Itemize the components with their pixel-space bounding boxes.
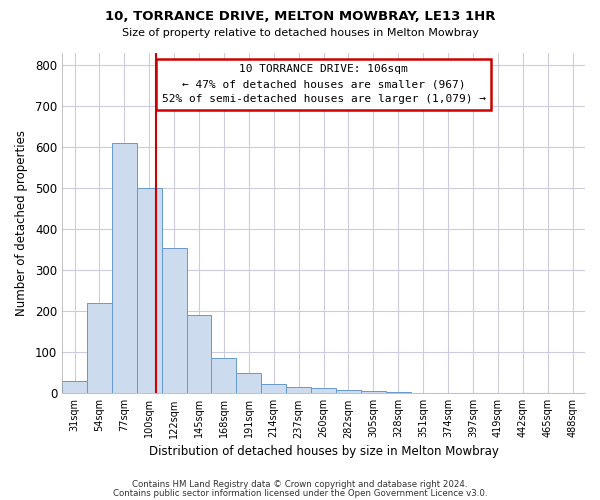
Text: 10, TORRANCE DRIVE, MELTON MOWBRAY, LE13 1HR: 10, TORRANCE DRIVE, MELTON MOWBRAY, LE13… (105, 10, 495, 23)
Bar (236, 373, 261, 394)
Bar (137, 188, 161, 394)
Bar (112, 143, 137, 394)
Bar (311, 388, 336, 394)
Bar (386, 392, 410, 394)
Text: Contains public sector information licensed under the Open Government Licence v3: Contains public sector information licen… (113, 488, 487, 498)
Bar (161, 248, 187, 394)
Bar (211, 358, 236, 394)
Bar (286, 387, 311, 394)
Bar (62, 381, 87, 394)
Text: Contains HM Land Registry data © Crown copyright and database right 2024.: Contains HM Land Registry data © Crown c… (132, 480, 468, 489)
Text: 10 TORRANCE DRIVE: 106sqm
← 47% of detached houses are smaller (967)
52% of semi: 10 TORRANCE DRIVE: 106sqm ← 47% of detac… (161, 64, 485, 104)
Bar (261, 384, 286, 394)
Bar (361, 392, 386, 394)
Bar (187, 316, 211, 394)
X-axis label: Distribution of detached houses by size in Melton Mowbray: Distribution of detached houses by size … (149, 444, 499, 458)
Y-axis label: Number of detached properties: Number of detached properties (15, 130, 28, 316)
Bar (87, 303, 112, 394)
Text: Size of property relative to detached houses in Melton Mowbray: Size of property relative to detached ho… (122, 28, 478, 38)
Bar (336, 390, 361, 394)
